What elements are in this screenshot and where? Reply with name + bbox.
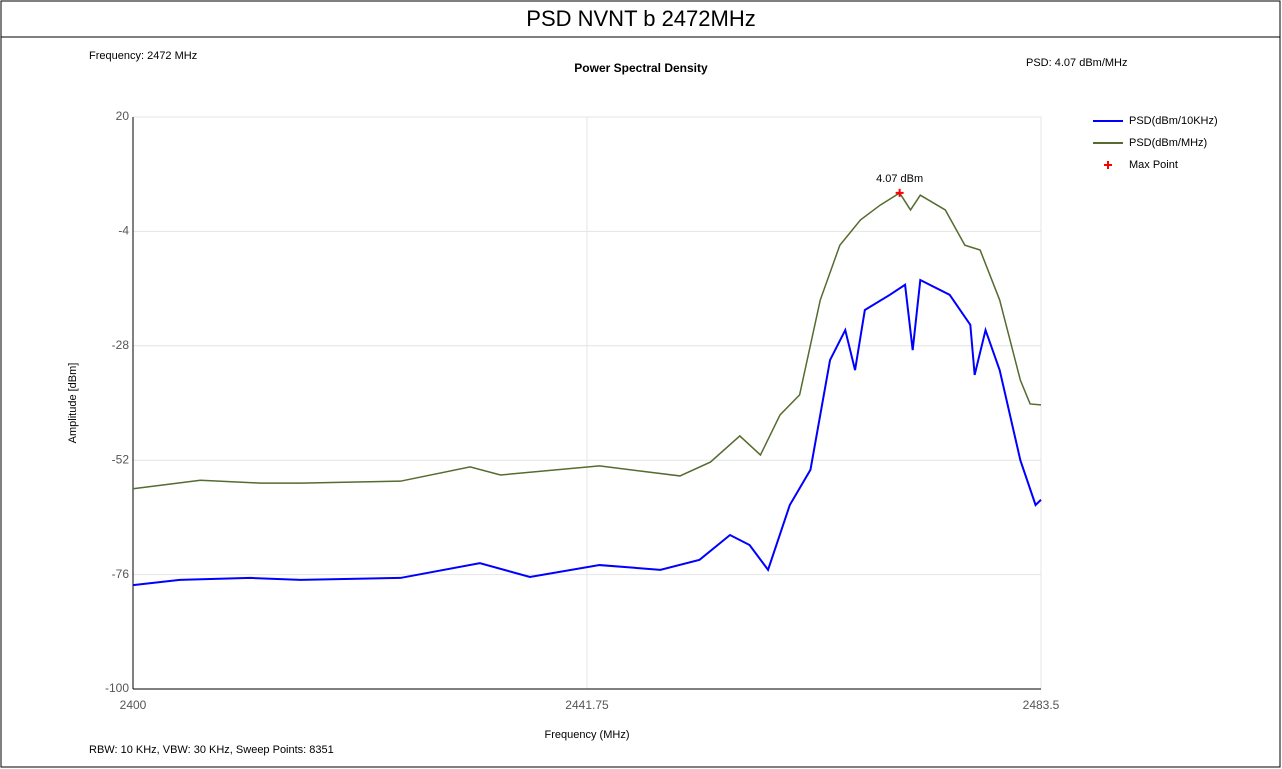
- x-axis-label: Frequency (MHz): [545, 729, 630, 741]
- y-tick-label: -4: [118, 224, 129, 238]
- y-tick-label: -100: [105, 681, 129, 695]
- legend-label: Max Point: [1129, 159, 1178, 171]
- max-point-label: 4.07 dBm: [876, 173, 923, 185]
- y-tick-label: -28: [112, 338, 130, 352]
- x-tick-label: 2441.75: [565, 698, 609, 712]
- psd-note: PSD: 4.07 dBm/MHz: [1026, 57, 1127, 69]
- settings-note: RBW: 10 KHz, VBW: 30 KHz, Sweep Points: …: [89, 744, 334, 756]
- chart-subtitle: Power Spectral Density: [574, 61, 708, 75]
- series-line: [132, 191, 1042, 490]
- series-line: [132, 278, 1042, 587]
- y-tick-label: 20: [116, 109, 130, 123]
- chart-title: PSD NVNT b 2472MHz: [526, 6, 755, 31]
- legend-label: PSD(dBm/MHz): [1129, 137, 1207, 149]
- legend-marker: [1104, 161, 1112, 169]
- y-axis-label: Amplitude [dBm]: [67, 363, 79, 444]
- legend-label: PSD(dBm/10KHz): [1129, 115, 1218, 127]
- x-tick-label: 2483.5: [1023, 698, 1060, 712]
- y-tick-label: -76: [112, 567, 130, 581]
- max-point: [895, 188, 904, 197]
- y-tick-label: -52: [112, 452, 130, 466]
- x-tick-label: 2400: [120, 698, 147, 712]
- frequency-note: Frequency: 2472 MHz: [89, 50, 197, 62]
